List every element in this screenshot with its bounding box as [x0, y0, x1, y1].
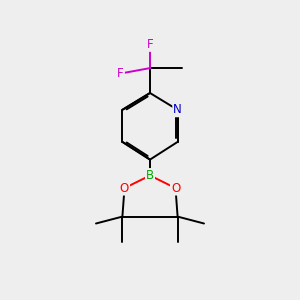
- Text: F: F: [117, 67, 124, 80]
- Text: N: N: [173, 103, 182, 116]
- Text: B: B: [146, 169, 154, 182]
- Text: F: F: [147, 38, 153, 51]
- Text: O: O: [120, 182, 129, 195]
- Text: O: O: [171, 182, 180, 195]
